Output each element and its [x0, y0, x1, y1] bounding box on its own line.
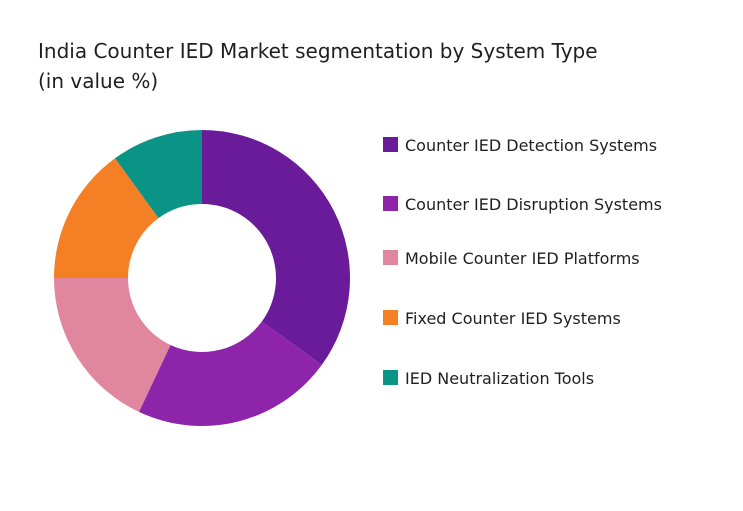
legend-label: Counter IED Disruption Systems	[405, 195, 662, 214]
slice-counter-ied-disruption-systems	[138, 321, 322, 426]
slice-ied-neutralization-tools	[115, 130, 202, 219]
slice-fixed-counter-ied-systems	[54, 158, 159, 278]
chart-subtitle: (in value %)	[38, 69, 159, 93]
legend-label: Fixed Counter IED Systems	[405, 309, 621, 328]
legend-swatch	[383, 370, 398, 385]
legend-swatch	[383, 137, 398, 152]
legend-label: IED Neutralization Tools	[405, 369, 595, 388]
legend-swatch	[383, 250, 398, 265]
slice-mobile-counter-ied-platforms	[54, 278, 171, 412]
legend-label: Mobile Counter IED Platforms	[405, 249, 640, 268]
chart-title: India Counter IED Market segmentation by…	[38, 36, 718, 96]
chart-title-main: India Counter IED Market segmentation by…	[38, 39, 598, 63]
legend-swatch	[383, 196, 398, 211]
legend-label: Counter IED Detection Systems	[405, 136, 658, 155]
slice-counter-ied-detection-systems	[202, 130, 350, 365]
legend-swatch	[383, 310, 398, 325]
